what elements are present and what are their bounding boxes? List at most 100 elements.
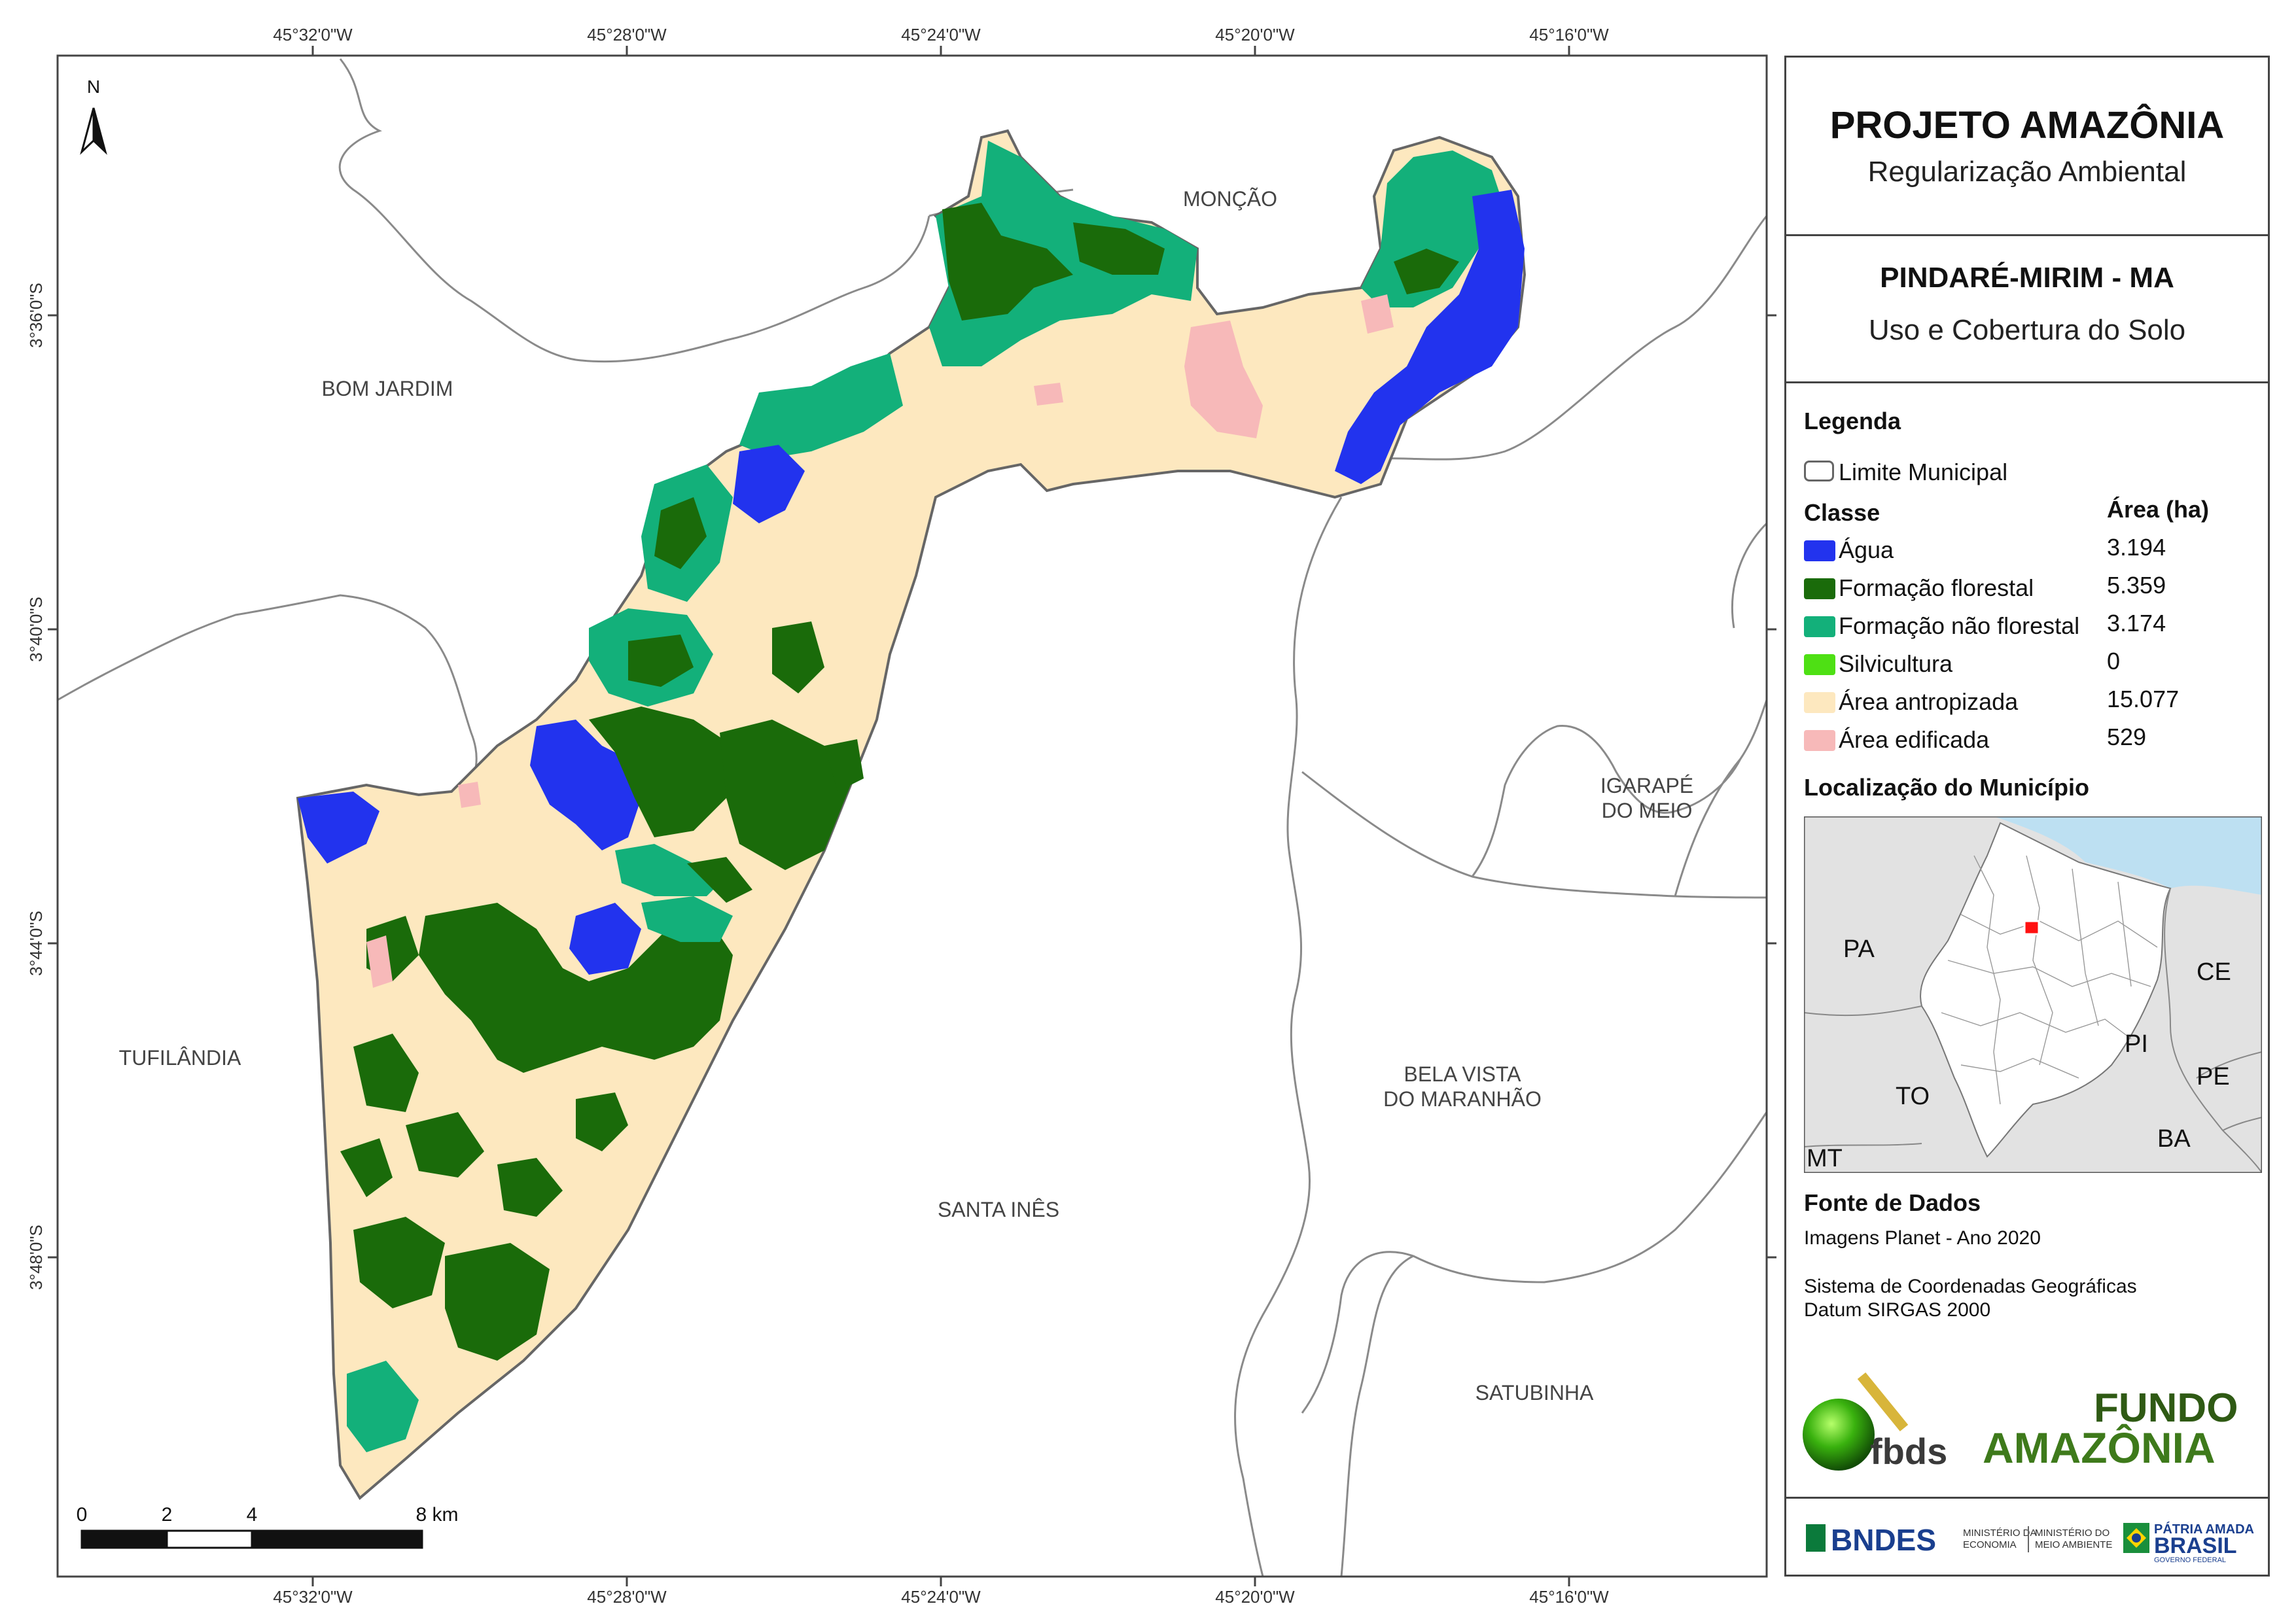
legend-heading: Legenda — [1804, 408, 1901, 434]
lon-tick-label: 45°16'0"W — [1529, 25, 1609, 44]
agua-patch — [530, 720, 641, 850]
legend-class-name: Água — [1839, 536, 1894, 563]
legend-class-area: 5.359 — [2107, 572, 2166, 599]
florestal-patch — [628, 635, 694, 687]
municipality-marker — [2023, 920, 2040, 935]
svg-text:MINISTÉRIO DO: MINISTÉRIO DO — [2035, 1527, 2110, 1539]
data-source-heading: Fonte de Dados — [1804, 1189, 1981, 1216]
imagery-source: Imagens Planet - Ano 2020 — [1804, 1227, 2041, 1249]
legend-class-area: 15.077 — [2107, 686, 2180, 712]
lon-tick-label: 45°28'0"W — [587, 25, 667, 44]
florestal-patch — [1394, 249, 1459, 294]
inset-label-pa: PA — [1843, 935, 1875, 963]
legend-swatch — [1804, 540, 1835, 561]
legend-class-name: Formação florestal — [1839, 574, 2034, 601]
place-label-bela-vista: BELA VISTA — [1404, 1062, 1521, 1086]
place-label-tufilandia: TUFILÂNDIA — [119, 1046, 241, 1070]
svg-text:FUNDO: FUNDO — [2094, 1386, 2238, 1431]
florestal-patch — [406, 1112, 484, 1178]
land-cover — [298, 141, 1525, 1452]
scale-label: 8 km — [415, 1504, 458, 1526]
place-label-igarape: DO MEIO — [1602, 799, 1693, 822]
place-label-moncao: MONÇÃO — [1183, 187, 1277, 211]
inset-label-ba: BA — [2157, 1125, 2191, 1153]
legend-class-name: Área antropizada — [1839, 688, 2019, 715]
legend-class-area: 0 — [2107, 648, 2121, 674]
place-label-santa-ines: SANTA INÊS — [938, 1198, 1059, 1221]
legend-panel: PROJETO AMAZÔNIA Regularização Ambiental… — [1784, 56, 2270, 1577]
florestal-patch — [1073, 222, 1165, 275]
nao-florestal-patch — [739, 353, 903, 458]
coordinate-system: Sistema de Coordenadas Geográficas — [1804, 1276, 2137, 1297]
legend-swatch — [1804, 654, 1835, 675]
svg-text:BRASIL: BRASIL — [2154, 1533, 2237, 1558]
place-label-igarape: IGARAPÉ — [1600, 774, 1693, 797]
inset-label-pi: PI — [2125, 1030, 2148, 1058]
svg-text:fbds: fbds — [1870, 1431, 1947, 1472]
legend-swatch — [1804, 692, 1835, 713]
legend-class-area: 529 — [2107, 724, 2147, 750]
svg-text:N: N — [87, 77, 100, 97]
svg-text:MEIO AMBIENTE: MEIO AMBIENTE — [2035, 1539, 2112, 1550]
north-arrow-icon: N — [80, 77, 107, 155]
legend-class-area: 3.194 — [2107, 534, 2166, 561]
lon-tick-label: 45°20'0"W — [1215, 1587, 1295, 1607]
lon-tick-label: 45°32'0"W — [273, 25, 353, 44]
project-title: PROJETO AMAZÔNIA — [1829, 104, 2225, 147]
maranhao-state — [1920, 822, 2172, 1158]
florestal-patch — [576, 1092, 628, 1151]
lat-tick-label: 3°48'0"S — [26, 1225, 46, 1290]
municipality-title: PINDARÉ-MIRIM - MA — [1880, 262, 2174, 294]
fbds-logo: fbds — [1803, 1372, 1947, 1472]
legend-class-name: Área edificada — [1839, 726, 1990, 753]
lat-tick-label: 3°40'0"S — [26, 597, 46, 662]
lat-tick-label: 3°44'0"S — [26, 911, 46, 976]
edificada-patch — [458, 782, 481, 808]
agua-patch — [298, 792, 380, 864]
inset-label-pe: PE — [2197, 1063, 2230, 1091]
florestal-patch — [589, 707, 733, 837]
edificada-patch — [366, 935, 393, 988]
municipal-limit-label: Limite Municipal — [1839, 459, 2008, 485]
legend-swatch — [1804, 616, 1835, 637]
florestal-patch — [654, 497, 707, 569]
florestal-patch — [340, 1138, 393, 1197]
neighbor-boundaries — [58, 58, 1767, 1577]
nao-florestal-patch — [641, 896, 733, 942]
florestal-patch — [353, 1034, 419, 1112]
florestal-patch — [687, 857, 752, 903]
agua-patch — [569, 903, 641, 975]
coordinate-ticks — [48, 46, 1776, 1586]
legend-class-area: 3.174 — [2107, 610, 2166, 637]
lon-tick-label: 45°24'0"W — [901, 1587, 981, 1607]
bndes-logo: BNDES — [1831, 1523, 1936, 1557]
svg-text:GOVERNO FEDERAL: GOVERNO FEDERAL — [2154, 1556, 2226, 1564]
place-label-bela-vista: DO MARANHÃO — [1383, 1087, 1542, 1111]
edificada-patch — [1361, 294, 1394, 334]
florestal-patch — [824, 739, 864, 792]
scale-label: 0 — [77, 1504, 88, 1526]
municipal-limit-swatch — [1804, 461, 1834, 481]
florestal-patch — [445, 1243, 550, 1361]
lon-tick-label: 45°16'0"W — [1529, 1587, 1609, 1607]
theme-title: Uso e Cobertura do Solo — [1868, 314, 2186, 346]
datum: Datum SIRGAS 2000 — [1804, 1299, 1991, 1321]
project-subtitle: Regularização Ambiental — [1867, 156, 2187, 188]
legend-swatch — [1804, 730, 1835, 751]
nao-florestal-patch — [347, 1361, 419, 1452]
florestal-patch — [497, 1158, 563, 1217]
inset-label-to: TO — [1896, 1083, 1930, 1110]
legend-class-name: Formação não florestal — [1839, 612, 2080, 639]
map-border — [56, 54, 1768, 1578]
florestal-patch — [942, 203, 1073, 321]
agua-patch — [1335, 190, 1525, 484]
place-label-satubinha: SATUBINHA — [1475, 1381, 1594, 1405]
location-heading: Localização do Município — [1804, 774, 2090, 801]
lat-tick-label: 3°36'0"S — [26, 283, 46, 348]
agua-patch — [733, 445, 805, 523]
scale-label: 4 — [247, 1504, 258, 1526]
edificada-patch — [1184, 321, 1263, 438]
class-header: Classe — [1804, 499, 1881, 526]
scale-bar: 0 2 4 8 km — [77, 1504, 459, 1549]
